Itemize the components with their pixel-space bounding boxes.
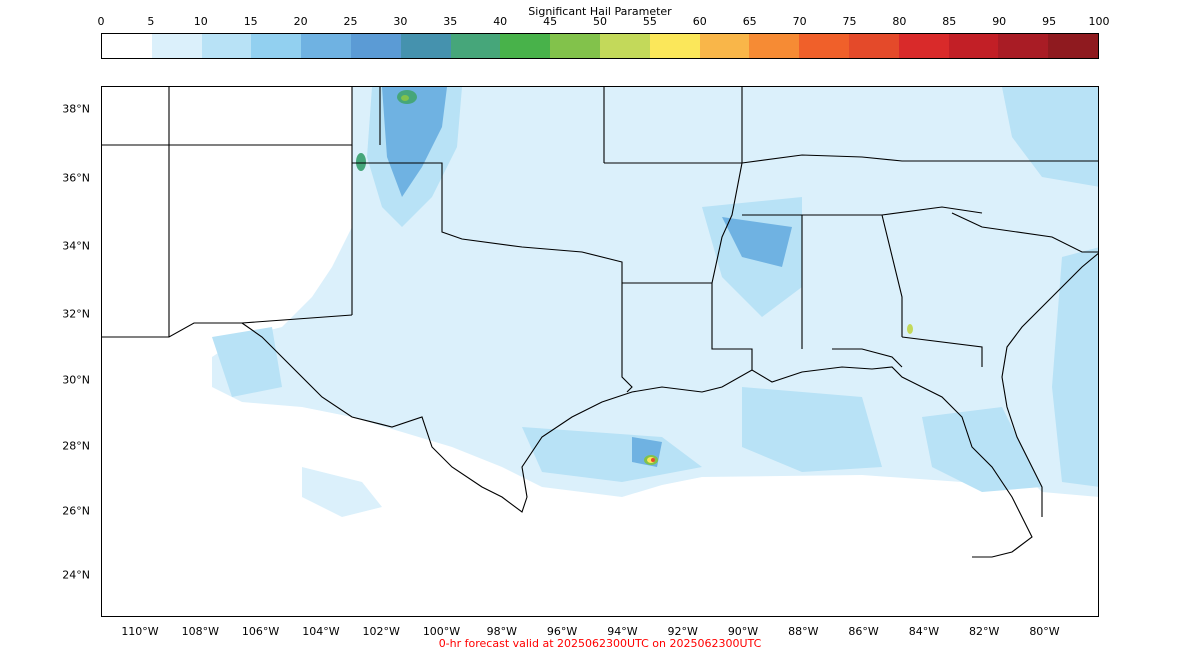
longitude-label: 98°W [486,625,517,638]
latitude-label: 38°N [62,102,90,116]
colorbar-swatch [898,34,949,58]
colorbar-tick-label: 75 [842,15,857,28]
colorbar-tick-label: 55 [642,15,657,28]
latitude-label: 30°N [62,373,90,387]
latitude-label: 24°N [62,568,90,582]
longitude-label: 84°W [908,625,940,638]
forecast-valid-caption: 0-hr forecast valid at 2025062300UTC on … [438,637,762,650]
map-canvas [102,87,1098,558]
longitude-label: 106°W [241,625,280,638]
longitude-label: 82°W [969,625,1000,638]
colorbar-tick-label: 70 [792,15,807,28]
longitude-label: 80°W [1029,625,1060,638]
colorbar-tick-label: 95 [1042,15,1057,28]
colorbar-swatch [251,34,302,58]
colorbar-tick-label: 65 [742,15,757,28]
longitude-label: 100°W [422,625,461,638]
colorbar-tick-label: 45 [543,15,558,28]
colorbar-swatch [998,34,1049,58]
colorbar-tick-label: 80 [892,15,907,28]
latitude-label: 26°N [62,504,90,518]
colorbar-tick-label: 60 [692,15,707,28]
colorbar-tick-label: 5 [147,15,155,28]
colorbar-tick-labels: 0 5 10 15 20 25 30 35 40 45 50 55 60 65 70 75 80 85 90 95 10… [0,15,1200,31]
latitude-label: 36°N [62,171,90,185]
colorbar-swatch [799,34,849,58]
colorbar-swatch [301,34,351,58]
colorbar-tick-label: 40 [493,15,508,28]
latitude-label: 28°N [62,439,90,453]
colorbar-swatch [201,34,252,58]
colorbar-swatch [1048,34,1098,58]
colorbar-tick-label: 30 [393,15,408,28]
hail-hotspots [356,90,913,465]
colorbar-swatch [848,34,899,58]
colorbar-swatch [500,34,551,58]
colorbar-swatch [649,34,700,58]
longitude-label: 102°W [362,625,400,638]
state-borders [102,87,1098,393]
longitude-label: 96°W [546,625,578,638]
colorbar-title: Significant Hail Parameter [528,5,672,18]
map-panel [101,86,1099,617]
colorbar-swatch [749,34,800,58]
colorbar-tick-label: 50 [593,15,607,28]
colorbar-tick-label: 100 [1088,15,1110,28]
latitude-label: 32°N [62,307,90,321]
colorbar-swatch [550,34,600,58]
colorbar-swatch [151,34,202,58]
longitude-label: 104°W [302,625,340,638]
colorbar-tick-label: 35 [443,15,458,28]
colorbar-tick-label: 0 [97,15,105,28]
colorbar-tick-label: 90 [992,15,1007,28]
longitude-label: 108°W [181,625,219,638]
colorbar-swatch [450,34,501,58]
longitude-label: 86°W [848,625,879,638]
longitude-label: 110°W [121,625,159,638]
colorbar-tick-label: 85 [942,15,957,28]
colorbar-swatch [400,34,451,58]
colorbar-swatch [699,34,750,58]
longitude-label: 94°W [607,625,638,638]
colorbar-tick-label: 25 [343,15,358,28]
longitude-label: 88°W [788,625,819,638]
colorbar-tick-label: 10 [193,15,208,28]
colorbar-swatch [948,34,999,58]
coastline [241,252,1098,558]
colorbar-swatch [102,34,152,58]
colorbar [101,33,1099,59]
longitude-label: 92°W [667,625,698,638]
longitude-label: 90°W [727,625,759,638]
colorbar-tick-label: 20 [293,15,308,28]
colorbar-tick-label: 15 [243,15,258,28]
colorbar-swatch [350,34,401,58]
colorbar-swatch [599,34,650,58]
latitude-label: 34°N [62,239,90,253]
